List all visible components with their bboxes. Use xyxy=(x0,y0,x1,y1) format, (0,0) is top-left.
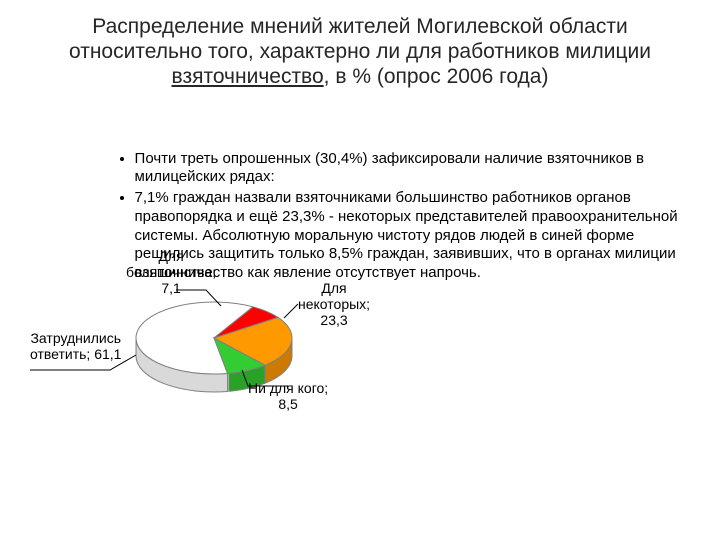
pie-chart: Затруднились ответить; 61,1Ни для кого; … xyxy=(26,100,109,530)
title-line1: Распределение мнений жителей Могилевской… xyxy=(92,15,627,38)
bullet-item: Почти треть опрошенных (30,4%) зафиксиро… xyxy=(135,150,694,188)
title-line3-rest: , в % (опрос 2006 года) xyxy=(324,65,549,88)
leader-line xyxy=(284,304,298,318)
pie-slice-label: Для некоторых; 23,3 xyxy=(298,280,370,328)
slide: Распределение мнений жителей Могилевской… xyxy=(0,0,720,540)
content-row: Затруднились ответить; 61,1 Ни для кого; … xyxy=(26,100,694,530)
pie-slice-label: Для большинства; 7,1 xyxy=(126,248,216,296)
slide-title: Распределение мнений жителей Могилевской… xyxy=(26,14,694,90)
title-line2: относительно того, характерно ли для раб… xyxy=(69,40,651,63)
pie-slice-label: Затруднились ответить; 61,1 xyxy=(30,330,121,362)
pie-slice-label: Ни для кого; 8,5 xyxy=(248,380,328,412)
title-underlined: взяточничество xyxy=(172,65,324,88)
